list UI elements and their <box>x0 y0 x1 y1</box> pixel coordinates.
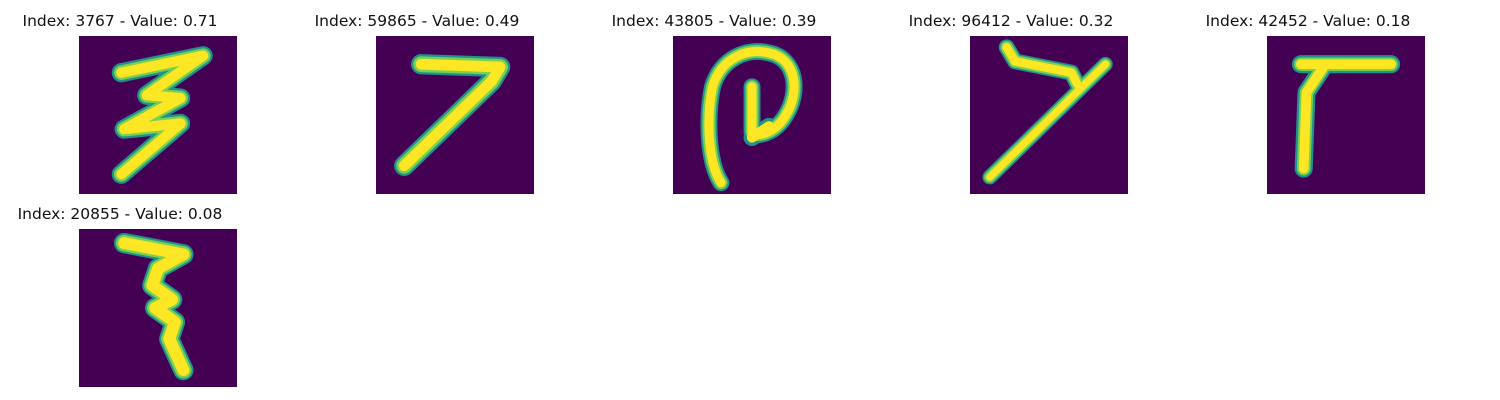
panel-title: Index: 59865 - Value: 0.49 <box>314 12 520 30</box>
panel-title: Index: 3767 - Value: 0.71 <box>22 12 218 30</box>
handwritten-digit-image <box>673 36 831 194</box>
panel-title: Index: 20855 - Value: 0.08 <box>17 205 223 223</box>
handwritten-digit-image <box>79 229 237 387</box>
handwritten-digit-image <box>1267 36 1425 194</box>
panel-title: Index: 42452 - Value: 0.18 <box>1205 12 1411 30</box>
panel-title: Index: 96412 - Value: 0.32 <box>908 12 1114 30</box>
handwritten-digit-image <box>970 36 1128 194</box>
handwritten-digit-image <box>79 36 237 194</box>
handwritten-digit-image <box>376 36 534 194</box>
panel-title: Index: 43805 - Value: 0.39 <box>611 12 817 30</box>
